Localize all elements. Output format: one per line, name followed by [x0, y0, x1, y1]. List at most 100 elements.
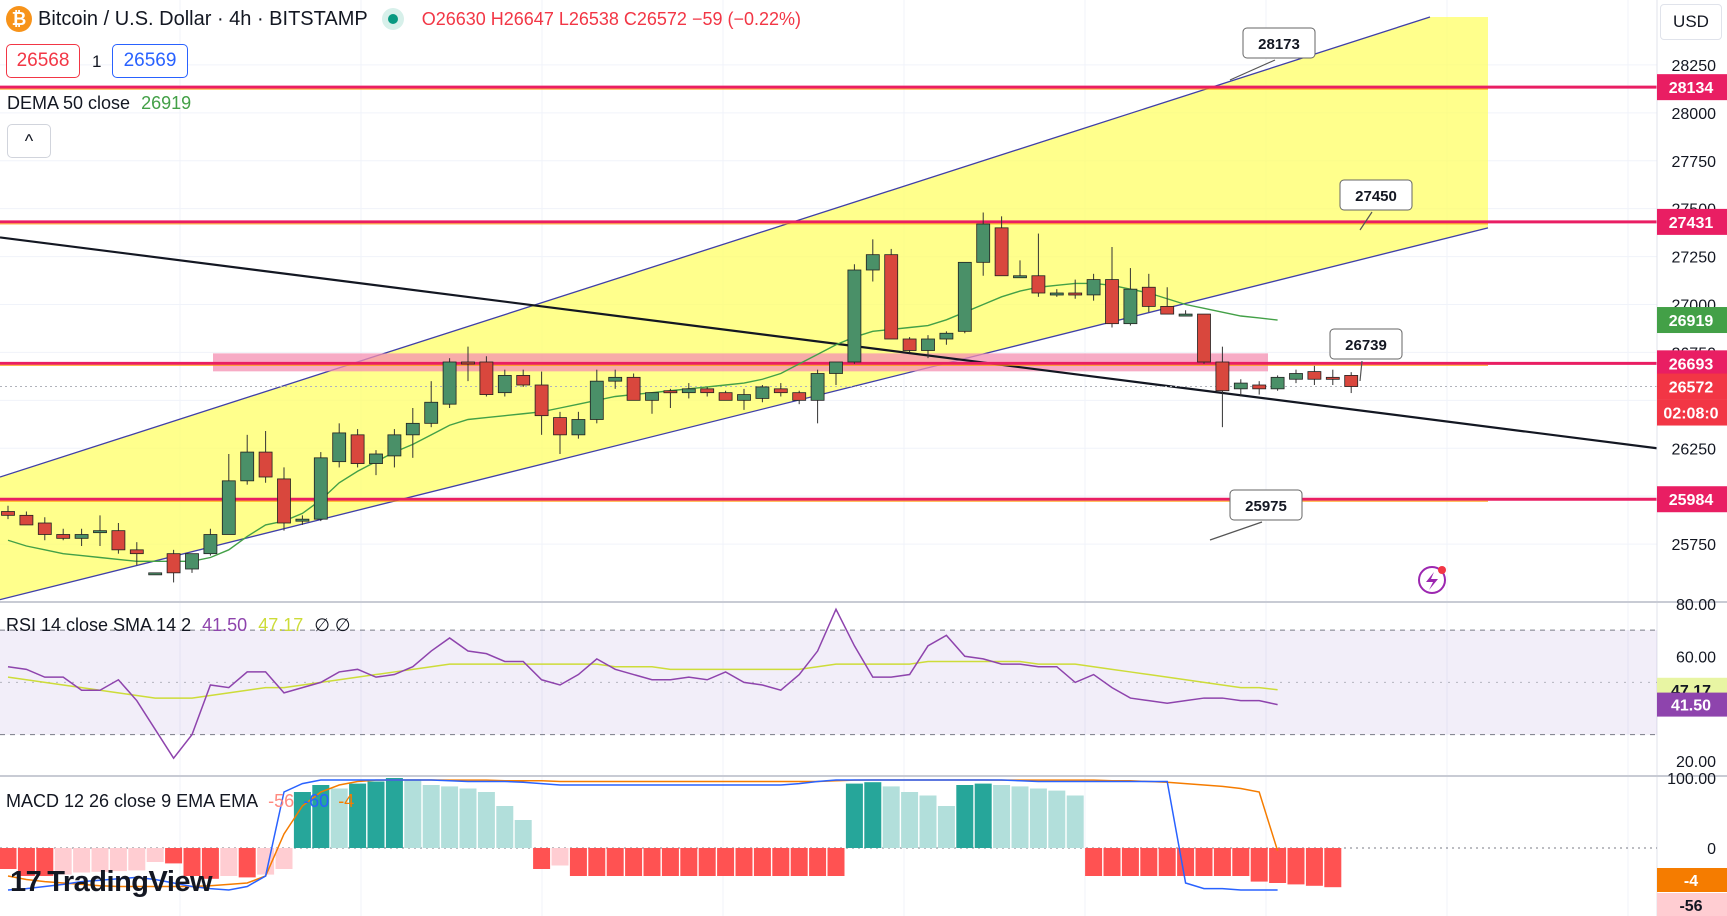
- macd-legend[interactable]: MACD 12 26 close 9 EMA EMA -56 -60 -4: [6, 791, 354, 812]
- macd-histogram-bar: [201, 848, 219, 879]
- rsi-label: RSI 14 close SMA 14 2: [6, 615, 192, 635]
- candle: [589, 369, 604, 424]
- rsi-tick-label: 60.00: [1676, 649, 1716, 666]
- rsi-value: 41.50: [202, 615, 248, 635]
- chevron-up-icon: ^: [24, 130, 34, 151]
- candle: [755, 385, 770, 403]
- macd-histogram-bar: [1085, 848, 1103, 876]
- candle: [240, 434, 255, 485]
- candle: [1049, 289, 1064, 297]
- candle: [700, 386, 715, 397]
- candle: [332, 423, 347, 468]
- macd-histogram-bar: [1195, 848, 1213, 876]
- candle: [681, 383, 696, 399]
- rsi-legend[interactable]: RSI 14 close SMA 14 2 41.50 47.17 ∅ ∅: [6, 615, 351, 636]
- candle-body: [810, 373, 825, 401]
- candle-body: [74, 534, 89, 539]
- candle: [497, 369, 512, 397]
- rsi-tick-label: 20.00: [1676, 754, 1716, 771]
- macd-histogram-bar: [882, 786, 900, 848]
- macd-histogram-bar: [238, 848, 256, 878]
- macd-histogram-bar: [1029, 788, 1047, 848]
- candle: [1233, 379, 1248, 397]
- candle-body: [461, 361, 475, 365]
- candle-body: [1215, 361, 1230, 392]
- candle-body: [1123, 288, 1138, 325]
- candle-body: [902, 338, 917, 351]
- candle-body: [1105, 279, 1119, 325]
- dema-badge: 26919: [1669, 313, 1714, 330]
- candle: [203, 528, 218, 556]
- dema-value: 26919: [141, 93, 192, 113]
- price-tick-label: 28000: [1672, 106, 1717, 123]
- candle: [1215, 346, 1230, 428]
- macd-histogram-bar: [36, 848, 54, 876]
- dema-legend[interactable]: DEMA 50 close 26919: [7, 93, 191, 114]
- rsi-badge: 41.50: [1671, 698, 1711, 715]
- candle-body: [1, 511, 15, 516]
- candle: [129, 542, 144, 566]
- candle: [37, 517, 52, 541]
- candle-body: [424, 401, 439, 424]
- rsi-line: [7, 607, 1278, 760]
- macd-badge-bg: [1657, 868, 1727, 892]
- candle-body: [221, 480, 236, 535]
- macd-histogram-bar: [1011, 786, 1029, 848]
- candle-body: [185, 553, 199, 570]
- candle: [111, 523, 126, 554]
- macd-histogram-bar: [1250, 848, 1268, 882]
- candle: [350, 429, 365, 468]
- candle: [461, 346, 475, 382]
- bitcoin-icon: ₿: [6, 6, 32, 32]
- candle-body: [129, 549, 144, 555]
- candle-body: [1178, 313, 1193, 317]
- macd-histogram-bar: [661, 848, 679, 876]
- candle-body: [313, 457, 328, 520]
- candle: [1086, 273, 1101, 301]
- candle-body: [405, 422, 420, 436]
- macd-histogram-bar: [183, 848, 201, 876]
- macd-tick-label: 100.00: [1667, 771, 1716, 788]
- collapse-legend-button[interactable]: ^: [7, 124, 51, 158]
- candle-body: [203, 534, 218, 555]
- candle: [19, 511, 34, 526]
- macd-histogram-bar: [956, 785, 974, 848]
- candle-body: [755, 386, 770, 399]
- candle-body: [1141, 286, 1156, 307]
- macd-histogram-bar: [1048, 790, 1066, 848]
- macd-tick-label: 0: [1707, 841, 1716, 858]
- candle-body: [166, 553, 181, 574]
- candle-body: [19, 514, 34, 526]
- candle: [884, 248, 899, 340]
- macd-histogram-bar: [1324, 848, 1342, 888]
- candle: [148, 572, 163, 576]
- candle-body: [1197, 313, 1211, 363]
- buy-price-button[interactable]: 26569: [112, 44, 188, 78]
- macd-signal-value: -4: [338, 791, 355, 811]
- candle-body: [681, 388, 696, 394]
- price-callout: 28173: [1229, 27, 1316, 81]
- dema-label: DEMA 50 close: [7, 93, 131, 113]
- symbol-title[interactable]: Bitcoin / U.S. Dollar · 4h · BITSTAMP: [38, 7, 368, 30]
- market-open-icon: [387, 14, 398, 24]
- macd-histogram-bar: [551, 848, 569, 866]
- macd-histogram-bar: [514, 820, 532, 848]
- candle: [553, 411, 567, 454]
- rsi-tick-label: 80.00: [1676, 597, 1716, 614]
- macd-histogram-bar: [330, 788, 348, 848]
- candle-body: [37, 522, 52, 535]
- candle: [1178, 310, 1193, 317]
- macd-histogram-bar: [73, 848, 91, 873]
- macd-histogram-bar: [54, 848, 72, 875]
- candle: [258, 431, 273, 483]
- candle: [792, 390, 807, 405]
- macd-histogram-bar: [1121, 848, 1139, 876]
- candle-body: [718, 392, 733, 401]
- currency-button[interactable]: USD: [1660, 4, 1722, 40]
- sell-price-button[interactable]: 26568: [6, 44, 80, 78]
- candle: [1344, 372, 1359, 394]
- macd-histogram-bar: [937, 806, 955, 848]
- candle: [1141, 273, 1156, 313]
- candle-body: [1031, 275, 1046, 294]
